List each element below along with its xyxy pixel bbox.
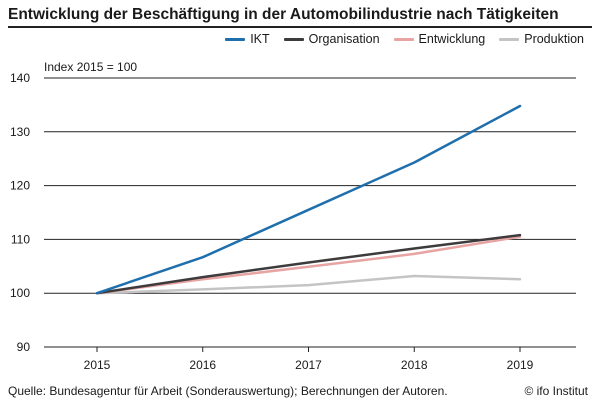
index-note: Index 2015 = 100 bbox=[44, 60, 138, 74]
y-axis-ticks: 140 130 120 110 100 90 bbox=[10, 71, 30, 354]
y-tick-label: 120 bbox=[10, 179, 30, 193]
copyright-note: © ifo Institut bbox=[524, 384, 588, 398]
x-tick-label: 2018 bbox=[401, 358, 428, 372]
legend-item-entwicklung: Entwicklung bbox=[393, 32, 486, 46]
legend-label-ikt: IKT bbox=[250, 32, 270, 46]
legend-label-entwicklung: Entwicklung bbox=[418, 32, 486, 46]
x-tick-label: 2017 bbox=[295, 358, 322, 372]
legend-swatch-produktion bbox=[499, 37, 520, 41]
legend-swatch-organisation bbox=[283, 37, 304, 41]
y-tick-label: 100 bbox=[10, 286, 30, 300]
series-line-produktion bbox=[95, 274, 522, 295]
legend-label-produktion: Produktion bbox=[524, 32, 584, 46]
legend-swatch-entwicklung bbox=[393, 37, 414, 41]
y-tick-label: 140 bbox=[10, 71, 30, 85]
title-rule bbox=[8, 26, 592, 28]
source-note: Quelle: Bundesagentur für Arbeit (Sonder… bbox=[8, 384, 448, 398]
series-line-ikt bbox=[95, 104, 522, 295]
chart-title: Entwicklung der Beschäftigung in der Aut… bbox=[8, 6, 559, 23]
x-tick-label: 2016 bbox=[189, 358, 216, 372]
legend-item-ikt: IKT bbox=[225, 32, 270, 46]
x-axis-ticks: 2015 2016 2017 2018 2019 bbox=[84, 347, 534, 372]
y-tick-label: 110 bbox=[11, 232, 30, 246]
y-tick-label: 90 bbox=[17, 340, 31, 354]
legend-swatch-ikt bbox=[225, 37, 246, 41]
x-tick-label: 2015 bbox=[84, 358, 111, 372]
x-tick-label: 2019 bbox=[507, 358, 534, 372]
legend: IKT Organisation Entwicklung Produktion bbox=[225, 32, 584, 46]
series-layer bbox=[95, 104, 522, 295]
y-tick-label: 130 bbox=[10, 125, 30, 139]
legend-item-produktion: Produktion bbox=[499, 32, 584, 46]
grid-layer bbox=[44, 77, 576, 348]
series-line-organisation bbox=[95, 233, 522, 295]
legend-item-organisation: Organisation bbox=[283, 32, 380, 46]
legend-label-organisation: Organisation bbox=[308, 32, 380, 46]
series-line-entwicklung bbox=[95, 235, 522, 295]
